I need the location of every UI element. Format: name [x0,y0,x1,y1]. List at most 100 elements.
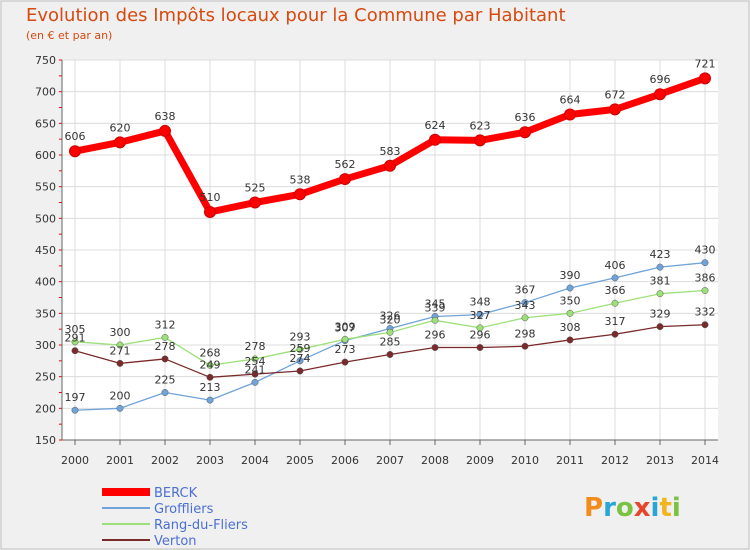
data-label-berck: 638 [155,110,176,123]
data-point-berck [114,136,126,149]
data-label-verton: 296 [470,329,491,342]
x-tick-label: 2009 [466,454,494,467]
data-label-rang-du-fliers: 381 [650,275,671,288]
data-label-berck: 510 [200,191,221,204]
data-label-berck: 672 [605,88,626,101]
brand-wordmark: Proxiti [584,493,681,523]
y-tick-label: 300 [35,339,56,352]
data-label-rang-du-fliers: 350 [560,294,581,307]
data-label-verton: 249 [200,358,221,371]
data-point-verton [71,347,79,355]
x-tick-label: 2006 [331,454,359,467]
legend-label-rang-du-fliers: Rang-du-Fliers [154,518,248,533]
data-point-verton [656,323,664,331]
data-label-groffliers: 259 [290,342,311,355]
x-tick-label: 2004 [241,454,269,467]
data-label-rang-du-fliers: 339 [425,301,446,314]
y-tick-label: 600 [35,149,56,162]
x-tick-label: 2008 [421,454,449,467]
data-point-verton [431,344,439,351]
data-label-berck: 624 [425,119,446,132]
data-label-rang-du-fliers: 386 [695,272,716,285]
data-point-groffliers [476,311,484,319]
data-point-berck [519,126,531,139]
chart-subtitle: (en € et par an) [26,29,112,42]
data-point-verton [206,373,214,381]
data-label-verton: 332 [695,306,716,319]
data-label-rang-du-fliers: 366 [605,284,626,297]
data-label-berck: 623 [470,119,491,132]
legend-label-verton: Verton [154,534,197,549]
x-tick-label: 2013 [646,454,674,467]
data-label-groffliers: 390 [560,269,581,282]
data-label-rang-du-fliers: 312 [155,318,176,331]
data-labels: 606 620 638 510 525 538 562 583 624 623 636 664 672 6… [65,57,716,404]
data-label-rang-du-fliers: 293 [290,330,311,343]
y-tick-label: 200 [35,402,56,415]
data-point-rang-du-fliers [701,287,709,294]
data-label-groffliers: 345 [425,298,446,311]
data-point-berck [204,206,216,218]
data-point-verton [296,367,304,375]
x-tick-label: 2005 [286,454,314,467]
data-point-groffliers [521,299,529,307]
data-label-groffliers: 326 [380,310,401,323]
data-point-rang-du-fliers [656,290,664,298]
data-label-berck: 562 [335,158,356,171]
data-label-groffliers: 348 [470,296,491,309]
grid-lines [62,59,718,441]
legend-label-groffliers: Groffliers [154,502,214,517]
brand-logo: Proxiti [584,493,681,523]
x-tick-label: 2014 [691,454,719,467]
chart-title: Evolution des Impôts locaux pour la Comm… [26,5,566,26]
y-tick-label: 650 [35,117,56,130]
y-tick-label: 450 [35,244,56,257]
data-label-groffliers: 307 [335,322,356,335]
data-label-berck: 696 [650,73,671,86]
data-label-berck: 664 [560,93,581,106]
data-label-groffliers: 423 [650,248,671,261]
data-label-groffliers: 430 [695,244,716,257]
data-label-rang-du-fliers: 327 [470,309,491,322]
data-label-groffliers: 367 [515,284,536,297]
data-label-groffliers: 197 [65,391,86,404]
data-label-berck: 620 [110,121,131,134]
data-label-verton: 317 [605,315,626,328]
y-tick-label: 550 [35,181,56,194]
data-label-verton: 278 [155,340,176,353]
data-point-rang-du-fliers [206,361,214,369]
data-label-rang-du-fliers: 305 [65,323,86,336]
data-label-rang-du-fliers: 309 [335,320,356,333]
data-label-rang-du-fliers: 300 [110,326,131,339]
data-point-berck [384,159,396,172]
data-point-berck [249,196,261,209]
x-tick-label: 2007 [376,454,404,467]
data-point-berck [294,188,306,201]
data-point-berck [654,88,666,101]
data-point-verton [566,336,574,344]
x-tick-label: 2000 [61,454,89,467]
data-label-groffliers: 241 [245,363,266,376]
data-point-groffliers [296,357,304,365]
data-label-verton: 285 [380,336,401,349]
series [69,72,711,414]
data-point-groffliers [611,274,619,282]
data-point-rang-du-fliers [251,355,259,363]
data-point-berck [339,173,351,186]
data-point-verton [161,355,169,363]
x-tick-label: 2010 [511,454,539,467]
data-label-groffliers: 200 [110,389,131,402]
data-label-verton: 298 [515,327,536,340]
y-tick-label: 500 [35,212,56,225]
data-label-berck: 525 [245,182,266,195]
data-point-rang-du-fliers [476,324,484,332]
x-tick-label: 2012 [601,454,629,467]
data-point-rang-du-fliers [566,309,574,317]
data-label-rang-du-fliers: 278 [245,340,266,353]
data-label-berck: 721 [695,57,716,70]
data-point-berck [429,133,441,146]
data-point-verton [251,370,259,378]
data-point-berck [564,108,576,121]
